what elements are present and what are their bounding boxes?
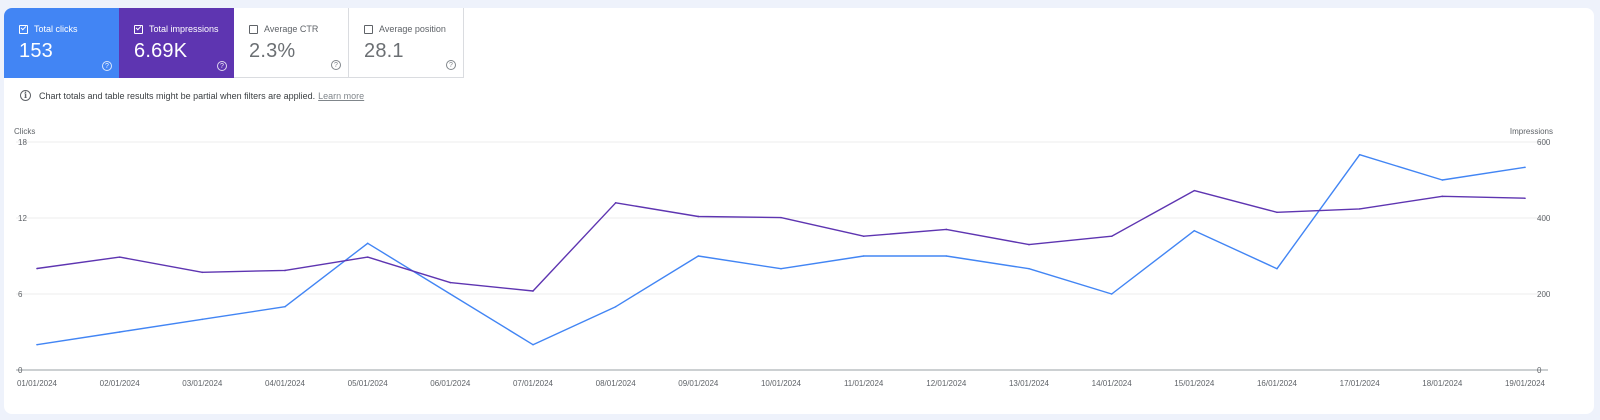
data-point-impressions: [1276, 211, 1278, 214]
data-point-clicks: [1276, 267, 1278, 270]
data-point-impressions: [1110, 235, 1113, 238]
data-point-clicks: [1441, 179, 1444, 181]
series-line-impressions: [36, 189, 1526, 292]
data-point-impressions: [449, 281, 452, 284]
data-point-impressions: [1441, 195, 1444, 198]
right-axis-tick-label: 0: [1537, 366, 1542, 375]
data-point-impressions: [532, 290, 534, 292]
help-icon[interactable]: ?: [331, 60, 341, 70]
data-point-clicks: [118, 331, 121, 333]
x-axis-tick-label: 01/01/2024: [17, 379, 58, 388]
metric-card-average-position[interactable]: Average position 28.1 ?: [349, 8, 464, 78]
x-axis-tick-label: 18/01/2024: [1422, 379, 1463, 388]
data-point-clicks: [1193, 229, 1196, 232]
x-axis-tick-label: 11/01/2024: [844, 379, 884, 388]
metric-label: Total clicks: [34, 24, 78, 34]
metric-cards: Total clicks 153 ? Total impressions 6.6…: [4, 8, 464, 78]
x-axis-tick-label: 02/01/2024: [100, 379, 141, 388]
data-point-impressions: [945, 228, 948, 231]
x-axis-tick-label: 15/01/2024: [1174, 379, 1215, 388]
metric-label: Total impressions: [149, 24, 219, 34]
checkbox-unchecked-icon[interactable]: [364, 24, 373, 34]
metric-card-total-impressions[interactable]: Total impressions 6.69K ?: [119, 8, 234, 78]
left-axis-tick-label: 6: [18, 290, 23, 299]
learn-more-link[interactable]: Learn more: [318, 90, 365, 101]
data-point-clicks: [945, 255, 948, 257]
data-point-clicks: [1358, 153, 1361, 156]
data-point-impressions: [284, 269, 286, 272]
checkbox-checked-icon[interactable]: [134, 24, 143, 34]
right-axis-tick-label: 200: [1537, 290, 1551, 299]
data-point-impressions: [1028, 243, 1030, 246]
left-axis-title: Clicks: [14, 127, 35, 136]
notice-text: Chart totals and table results might be …: [39, 90, 316, 101]
data-point-clicks: [366, 242, 369, 245]
right-axis-tick-label: 600: [1537, 138, 1551, 147]
metric-card-total-clicks[interactable]: Total clicks 153 ?: [4, 8, 119, 78]
data-point-clicks: [614, 305, 617, 308]
data-point-impressions: [697, 215, 700, 218]
metric-value: 153: [19, 40, 53, 62]
data-point-clicks: [780, 267, 782, 270]
x-axis-tick-label: 07/01/2024: [513, 379, 554, 388]
data-point-impressions: [201, 271, 204, 274]
data-point-clicks: [697, 255, 700, 257]
x-axis-tick-label: 13/01/2024: [1009, 379, 1050, 388]
x-axis-tick-label: 12/01/2024: [926, 379, 967, 388]
data-point-impressions: [118, 256, 121, 258]
metric-label: Average position: [379, 24, 446, 34]
info-icon: i: [20, 90, 31, 101]
data-point-impressions: [614, 202, 617, 204]
data-point-clicks: [1110, 293, 1113, 295]
metric-value: 6.69K: [134, 40, 188, 62]
data-point-clicks: [284, 305, 286, 308]
partial-results-notice: i Chart totals and table results might b…: [20, 90, 364, 101]
data-point-clicks: [449, 293, 452, 295]
x-axis-tick-label: 16/01/2024: [1257, 379, 1298, 388]
metric-value: 2.3%: [249, 40, 296, 62]
x-axis-tick-label: 17/01/2024: [1340, 379, 1381, 388]
data-point-impressions: [862, 235, 865, 238]
x-axis-tick-label: 08/01/2024: [596, 379, 637, 388]
data-point-clicks: [1524, 166, 1526, 169]
x-axis-tick-label: 09/01/2024: [678, 379, 719, 388]
metric-value: 28.1: [364, 40, 404, 62]
help-icon[interactable]: ?: [446, 60, 456, 70]
data-point-impressions: [1358, 208, 1361, 210]
data-point-clicks: [201, 318, 204, 321]
x-axis-tick-label: 03/01/2024: [182, 379, 223, 388]
help-icon[interactable]: ?: [217, 61, 227, 71]
data-point-impressions: [1193, 189, 1196, 192]
metric-label: Average CTR: [264, 24, 319, 34]
x-axis-tick-label: 06/01/2024: [430, 379, 471, 388]
data-point-clicks: [36, 343, 38, 346]
left-axis-tick-label: 18: [18, 138, 27, 147]
x-axis-tick-label: 05/01/2024: [348, 379, 389, 388]
data-point-impressions: [1524, 197, 1526, 200]
x-axis-tick-label: 19/01/2024: [1505, 379, 1546, 388]
checkbox-checked-icon[interactable]: [19, 24, 28, 34]
help-icon[interactable]: ?: [102, 61, 112, 71]
data-point-clicks: [1028, 267, 1030, 270]
data-point-impressions: [36, 267, 38, 270]
series-line-clicks: [36, 153, 1526, 346]
right-axis-title: Impressions: [1510, 127, 1553, 136]
data-point-clicks: [532, 343, 534, 346]
x-axis-tick-label: 04/01/2024: [265, 379, 306, 388]
right-axis-tick-label: 400: [1537, 214, 1551, 223]
x-axis-tick-label: 10/01/2024: [761, 379, 802, 388]
left-axis-tick-label: 12: [18, 214, 27, 223]
x-axis-tick-label: 14/01/2024: [1092, 379, 1133, 388]
data-point-impressions: [366, 256, 369, 258]
metric-card-average-ctr[interactable]: Average CTR 2.3% ?: [234, 8, 349, 78]
checkbox-unchecked-icon[interactable]: [249, 24, 258, 34]
left-axis-tick-label: 0: [18, 366, 23, 375]
data-point-impressions: [780, 216, 782, 219]
data-point-clicks: [862, 255, 865, 257]
